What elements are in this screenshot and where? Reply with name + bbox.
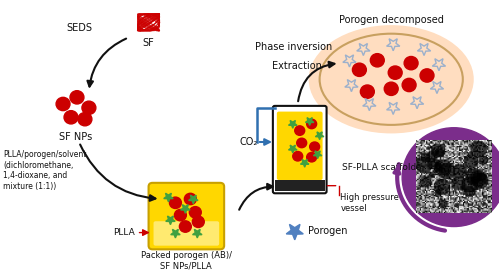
Circle shape xyxy=(402,128,500,227)
Polygon shape xyxy=(164,193,173,202)
Circle shape xyxy=(404,56,418,70)
FancyBboxPatch shape xyxy=(148,183,224,249)
Text: Phase inversion: Phase inversion xyxy=(255,42,332,52)
Polygon shape xyxy=(192,229,202,238)
Circle shape xyxy=(82,101,96,115)
FancyBboxPatch shape xyxy=(154,221,219,246)
Circle shape xyxy=(184,193,196,205)
Circle shape xyxy=(78,113,92,126)
Circle shape xyxy=(310,142,320,152)
Text: SF-PLLA scaffolds: SF-PLLA scaffolds xyxy=(342,163,420,172)
Bar xyxy=(275,180,324,191)
Circle shape xyxy=(170,197,181,209)
Circle shape xyxy=(352,63,366,76)
Circle shape xyxy=(370,54,384,67)
Circle shape xyxy=(190,207,202,218)
Polygon shape xyxy=(286,224,304,240)
Text: Porogen decomposed: Porogen decomposed xyxy=(339,15,444,25)
Circle shape xyxy=(293,152,302,161)
Polygon shape xyxy=(300,159,309,167)
Text: Porogen: Porogen xyxy=(308,226,347,236)
FancyBboxPatch shape xyxy=(277,112,322,180)
Circle shape xyxy=(402,78,416,92)
Text: PLLA: PLLA xyxy=(113,228,134,237)
Text: SEDS: SEDS xyxy=(66,23,92,33)
Circle shape xyxy=(360,85,374,98)
Polygon shape xyxy=(306,118,314,125)
Circle shape xyxy=(296,138,306,148)
Circle shape xyxy=(56,97,70,111)
Circle shape xyxy=(295,126,304,135)
Circle shape xyxy=(384,82,398,95)
Circle shape xyxy=(174,209,186,221)
Circle shape xyxy=(306,152,316,162)
Polygon shape xyxy=(180,205,190,213)
Ellipse shape xyxy=(308,25,474,133)
Circle shape xyxy=(70,91,84,104)
Circle shape xyxy=(64,111,78,124)
Circle shape xyxy=(420,69,434,82)
Polygon shape xyxy=(188,195,198,204)
FancyBboxPatch shape xyxy=(273,106,326,193)
Circle shape xyxy=(192,216,204,227)
Circle shape xyxy=(306,119,316,129)
Polygon shape xyxy=(316,132,324,140)
Circle shape xyxy=(388,66,402,79)
Text: PLLA/porogen/solvent
(dichloromethane,
1,4-dioxane, and
mixture (1:1)): PLLA/porogen/solvent (dichloromethane, 1… xyxy=(4,150,87,191)
Polygon shape xyxy=(314,151,322,159)
Text: SF NPs: SF NPs xyxy=(60,133,92,142)
Polygon shape xyxy=(170,229,180,238)
Polygon shape xyxy=(288,121,297,128)
Text: Packed porogen (AB)/
SF NPs/PLLA: Packed porogen (AB)/ SF NPs/PLLA xyxy=(141,251,232,271)
Polygon shape xyxy=(288,145,297,153)
Text: High pressure
vessel: High pressure vessel xyxy=(340,193,400,213)
Text: CO₂: CO₂ xyxy=(240,137,258,147)
Text: Extraction: Extraction xyxy=(272,61,322,71)
Polygon shape xyxy=(166,216,175,225)
Text: SF: SF xyxy=(142,38,154,48)
Circle shape xyxy=(180,221,192,232)
